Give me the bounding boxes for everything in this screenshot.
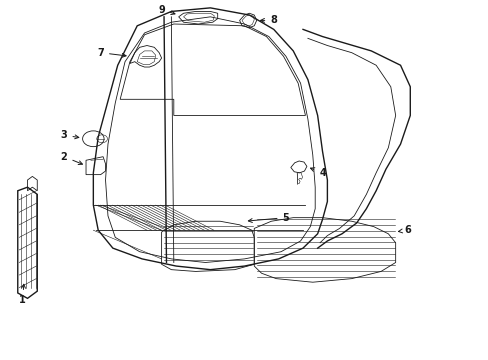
- Text: 4: 4: [310, 168, 325, 178]
- Text: 1: 1: [19, 284, 26, 305]
- Text: 3: 3: [61, 130, 79, 140]
- Text: 9: 9: [158, 5, 175, 15]
- Text: 6: 6: [398, 225, 410, 235]
- Text: 7: 7: [97, 48, 126, 58]
- Text: 2: 2: [61, 152, 82, 165]
- Text: 8: 8: [260, 15, 277, 26]
- Text: 5: 5: [248, 213, 289, 222]
